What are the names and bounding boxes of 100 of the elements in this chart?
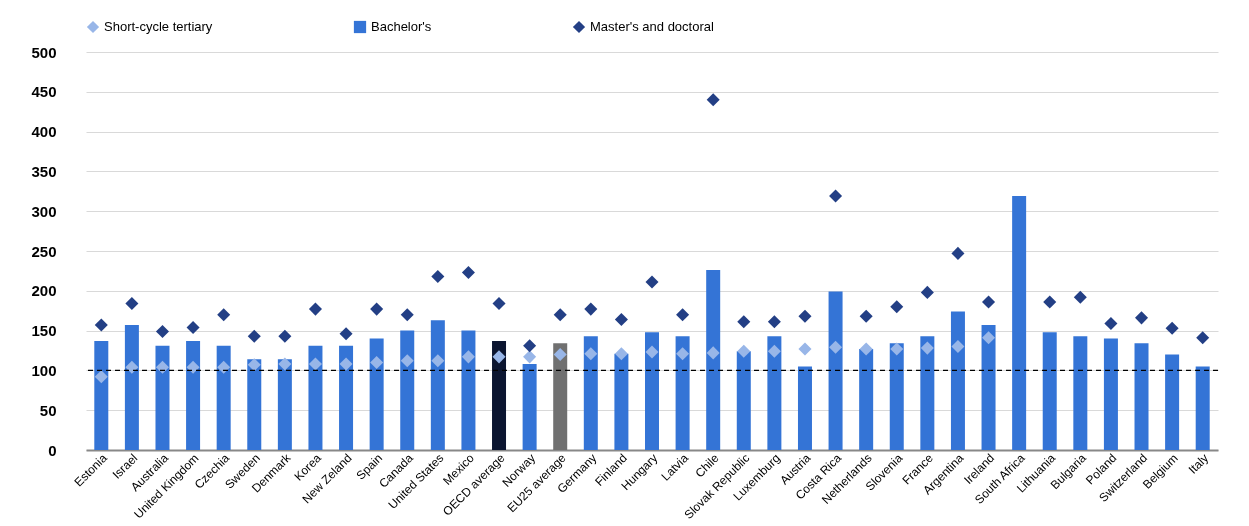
point (706, 346, 720, 360)
bar (614, 353, 629, 450)
point (859, 309, 873, 323)
y-tick-label: 500 (31, 43, 57, 61)
point (492, 297, 506, 311)
point (1165, 321, 1179, 335)
point (890, 300, 904, 314)
bar (767, 336, 782, 450)
bar (675, 336, 690, 450)
bar (186, 340, 201, 450)
bar (1012, 196, 1027, 450)
bar (522, 364, 537, 450)
point (553, 347, 567, 361)
point (278, 357, 292, 371)
point (951, 340, 965, 354)
point (308, 357, 322, 371)
y-tick-label: 150 (31, 322, 57, 340)
bar (1134, 343, 1149, 450)
bar (339, 345, 354, 450)
bar (124, 325, 139, 450)
bar (828, 291, 843, 450)
point (920, 341, 934, 355)
point (94, 370, 108, 384)
point (523, 350, 537, 364)
point (1134, 311, 1149, 325)
bar (645, 332, 659, 450)
point (767, 344, 781, 358)
legend-label: Master's and doctoral (590, 19, 714, 34)
bar (1165, 354, 1180, 450)
point (676, 347, 690, 361)
point (767, 315, 781, 329)
point (553, 308, 567, 322)
point (859, 342, 873, 356)
bar (859, 348, 874, 450)
point (798, 342, 812, 356)
bar (492, 340, 507, 450)
y-tick-label: 200 (31, 282, 57, 300)
point (614, 312, 628, 326)
bar (430, 320, 445, 450)
point (737, 344, 751, 358)
point (798, 309, 812, 323)
x-tick-label: Italy (1185, 451, 1212, 477)
bar (1073, 336, 1088, 450)
bar (1103, 338, 1118, 450)
bar (920, 336, 935, 450)
point (737, 315, 751, 329)
point (982, 331, 996, 345)
point (1104, 316, 1118, 330)
point (400, 354, 414, 368)
point (523, 339, 537, 353)
y-tick-label: 0 (48, 441, 57, 459)
y-tick-label: 50 (39, 401, 57, 419)
point (431, 269, 445, 283)
point (370, 302, 384, 316)
y-tick-label: 100 (31, 361, 57, 379)
point (186, 360, 200, 374)
point (308, 302, 322, 316)
bar (1042, 332, 1057, 450)
bar (247, 359, 262, 450)
point (461, 350, 475, 364)
bar (400, 330, 415, 450)
y-tick-label: 300 (31, 202, 57, 220)
point (829, 189, 843, 203)
point (339, 327, 353, 341)
point (247, 358, 261, 372)
bar (583, 336, 598, 450)
point (614, 347, 628, 361)
y-tick-label: 350 (31, 162, 57, 180)
bar (1195, 366, 1210, 450)
bar (94, 340, 109, 450)
y-tick-label: 400 (31, 123, 57, 141)
point (431, 354, 445, 368)
point (645, 275, 659, 289)
point (706, 93, 720, 107)
point (339, 357, 353, 371)
bar (706, 270, 721, 450)
point (125, 297, 139, 311)
point (645, 345, 659, 359)
bar (553, 343, 568, 450)
point (676, 308, 690, 322)
point (370, 355, 384, 369)
bar (308, 345, 323, 450)
point (890, 342, 904, 356)
bar (736, 351, 751, 450)
bar (155, 345, 170, 450)
point (217, 360, 231, 374)
point (584, 347, 598, 361)
bar (277, 359, 292, 450)
bar (461, 330, 476, 450)
point (584, 302, 598, 316)
point (155, 324, 170, 338)
legend-label: Bachelor's (371, 19, 432, 34)
point (1043, 295, 1057, 309)
bar (981, 325, 996, 450)
point (247, 329, 261, 343)
point (278, 329, 292, 343)
point (951, 246, 965, 260)
y-tick-label: 250 (31, 242, 57, 260)
point (461, 265, 475, 280)
point (217, 308, 231, 322)
